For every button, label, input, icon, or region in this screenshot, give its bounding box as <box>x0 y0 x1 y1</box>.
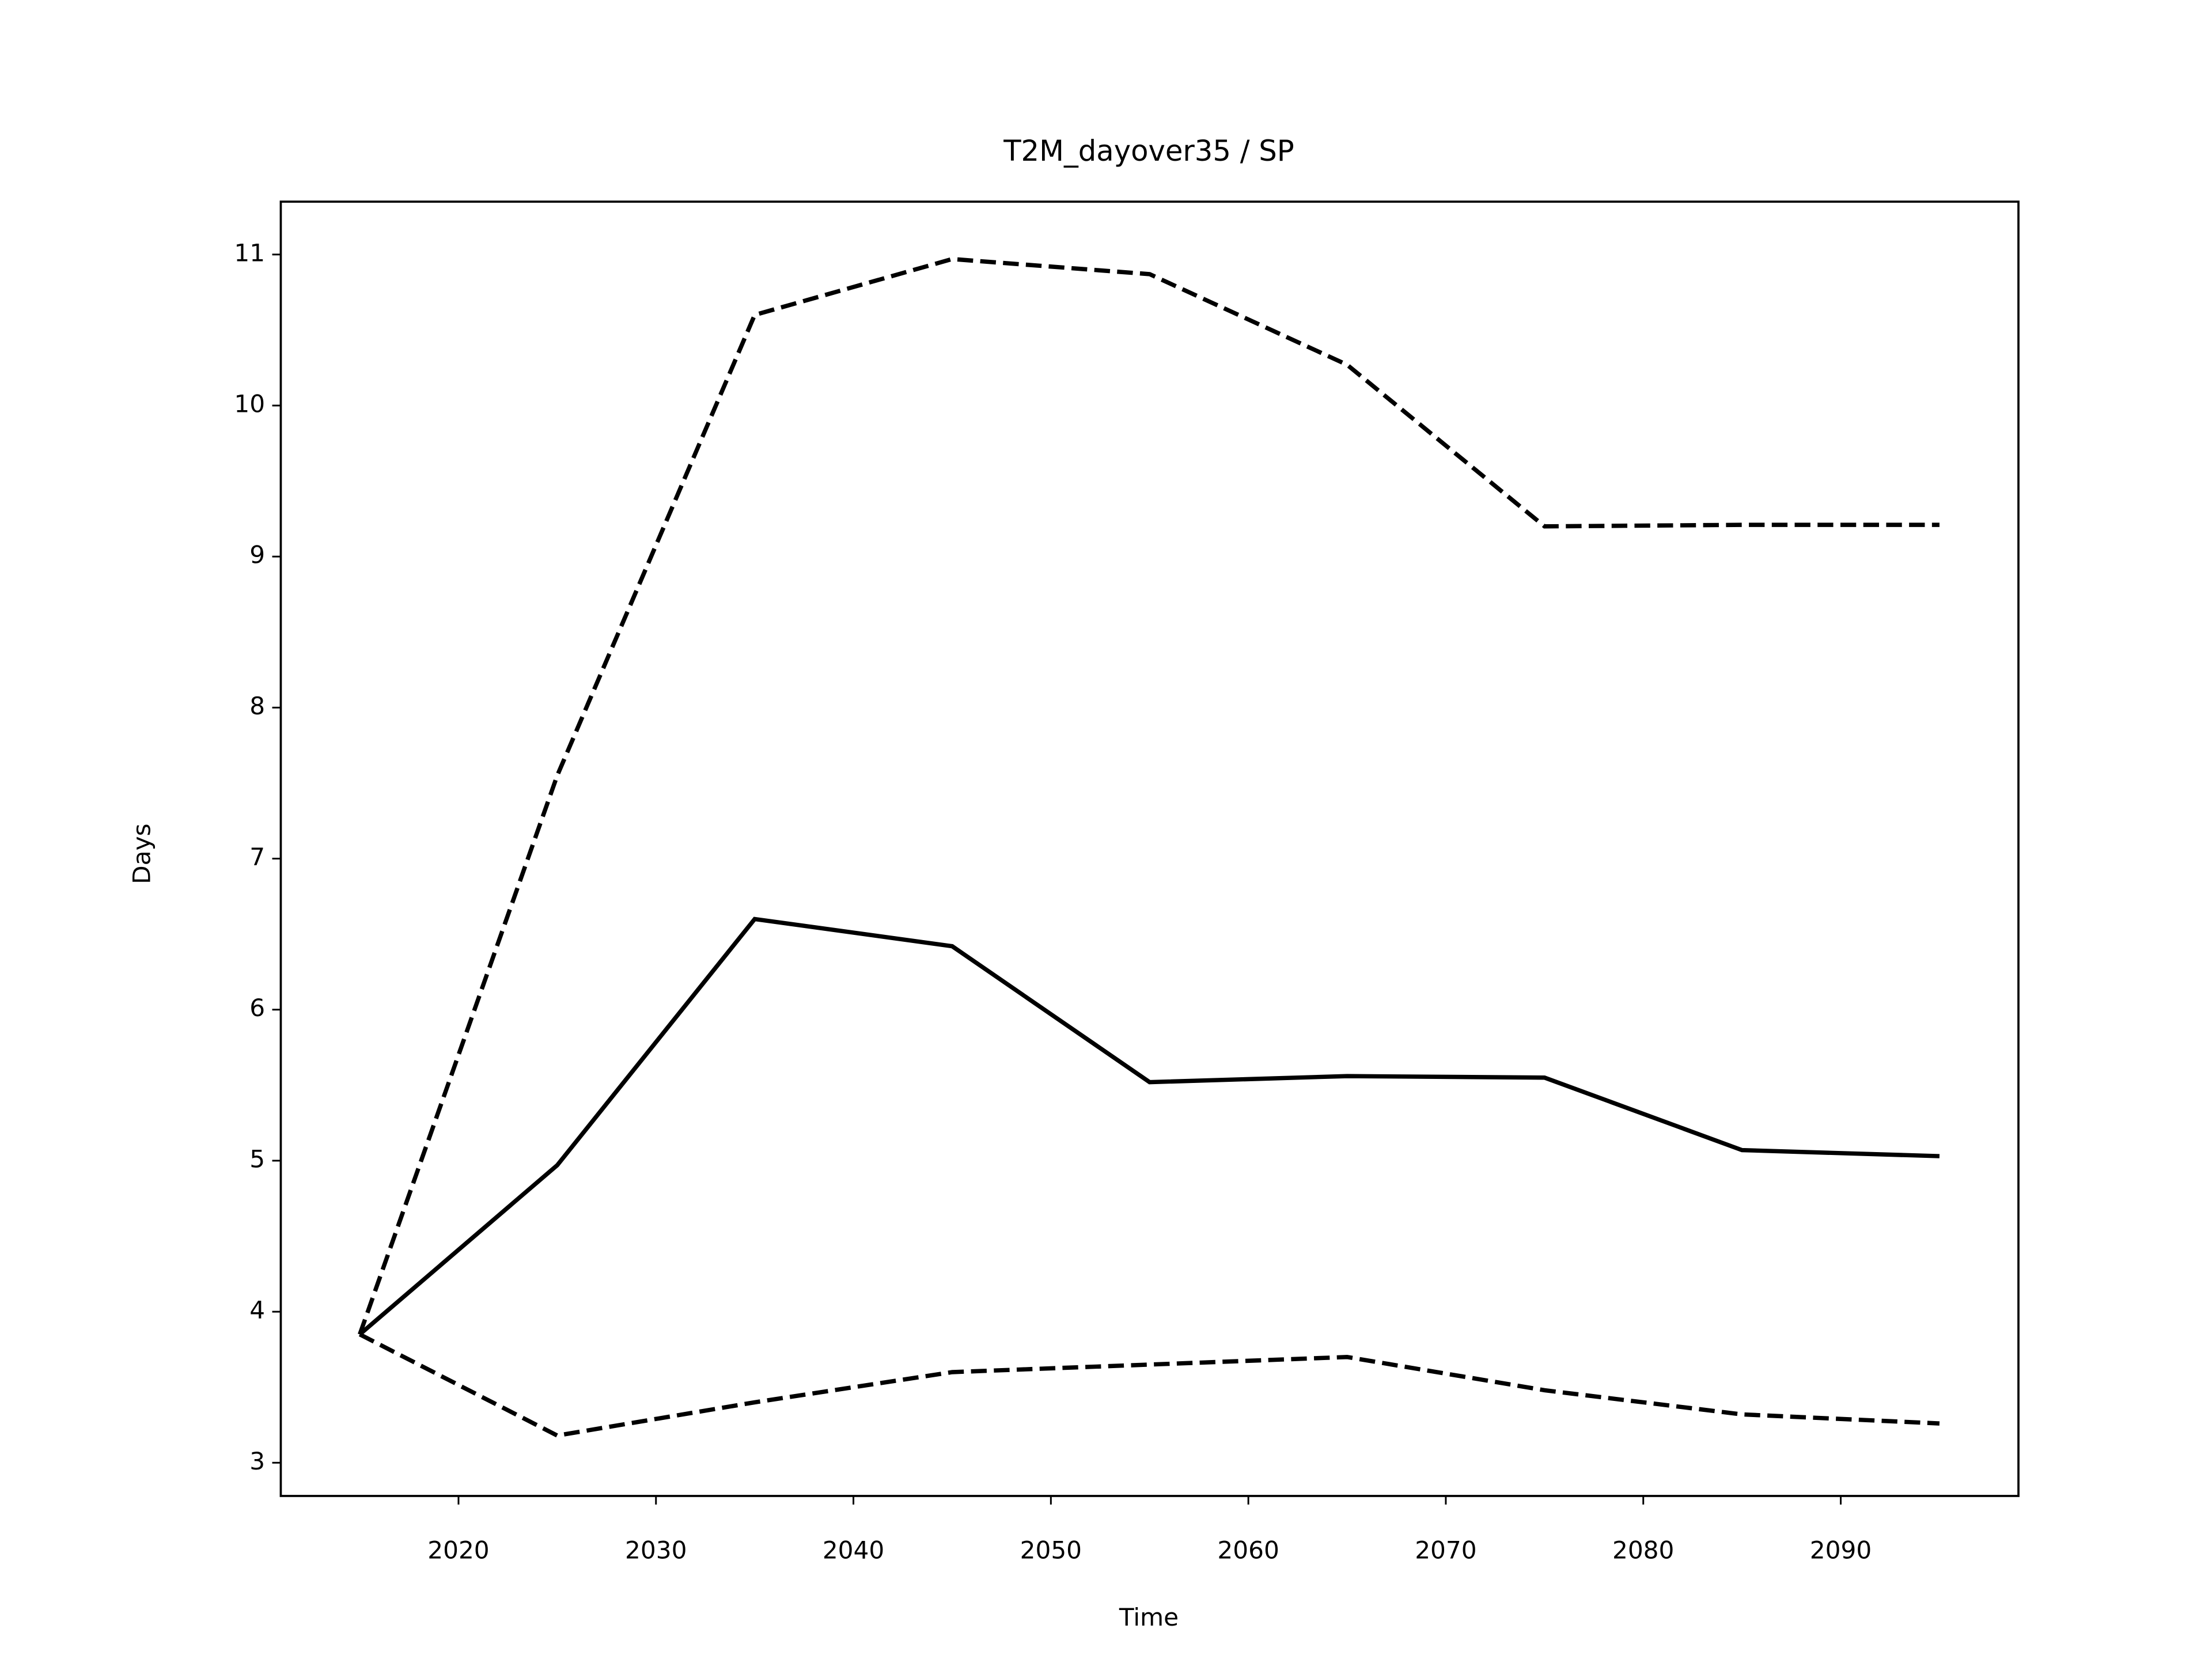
x-tick-label: 2060 <box>1217 1536 1279 1564</box>
y-tick-label: 5 <box>249 1145 265 1173</box>
y-tick-label: 4 <box>249 1296 265 1324</box>
line-series <box>358 256 1940 1335</box>
x-tick-label: 2040 <box>823 1536 884 1564</box>
x-tick-label: 2080 <box>1612 1536 1674 1564</box>
x-tick-label: 2090 <box>1810 1536 1872 1564</box>
y-tick-label: 8 <box>249 692 265 720</box>
chart-title: T2M_dayover35 / SP <box>1003 134 1294 168</box>
x-axis-label: Time <box>1119 1603 1179 1631</box>
plot-frame <box>279 200 2020 1497</box>
y-tick-label: 10 <box>234 390 265 418</box>
x-tick-label: 2070 <box>1415 1536 1476 1564</box>
y-axis-label: Days <box>128 824 156 884</box>
x-tick-label: 2050 <box>1020 1536 1082 1564</box>
y-tick-label: 7 <box>249 843 265 871</box>
y-tick-label: 11 <box>234 238 265 267</box>
line-series <box>358 916 1940 1336</box>
x-tick-label: 2030 <box>625 1536 687 1564</box>
y-tick-label: 9 <box>249 541 265 569</box>
line-series <box>358 1332 1940 1438</box>
y-tick-label: 6 <box>249 994 265 1022</box>
x-tick-label: 2020 <box>427 1536 489 1564</box>
y-tick-label: 3 <box>249 1447 265 1475</box>
